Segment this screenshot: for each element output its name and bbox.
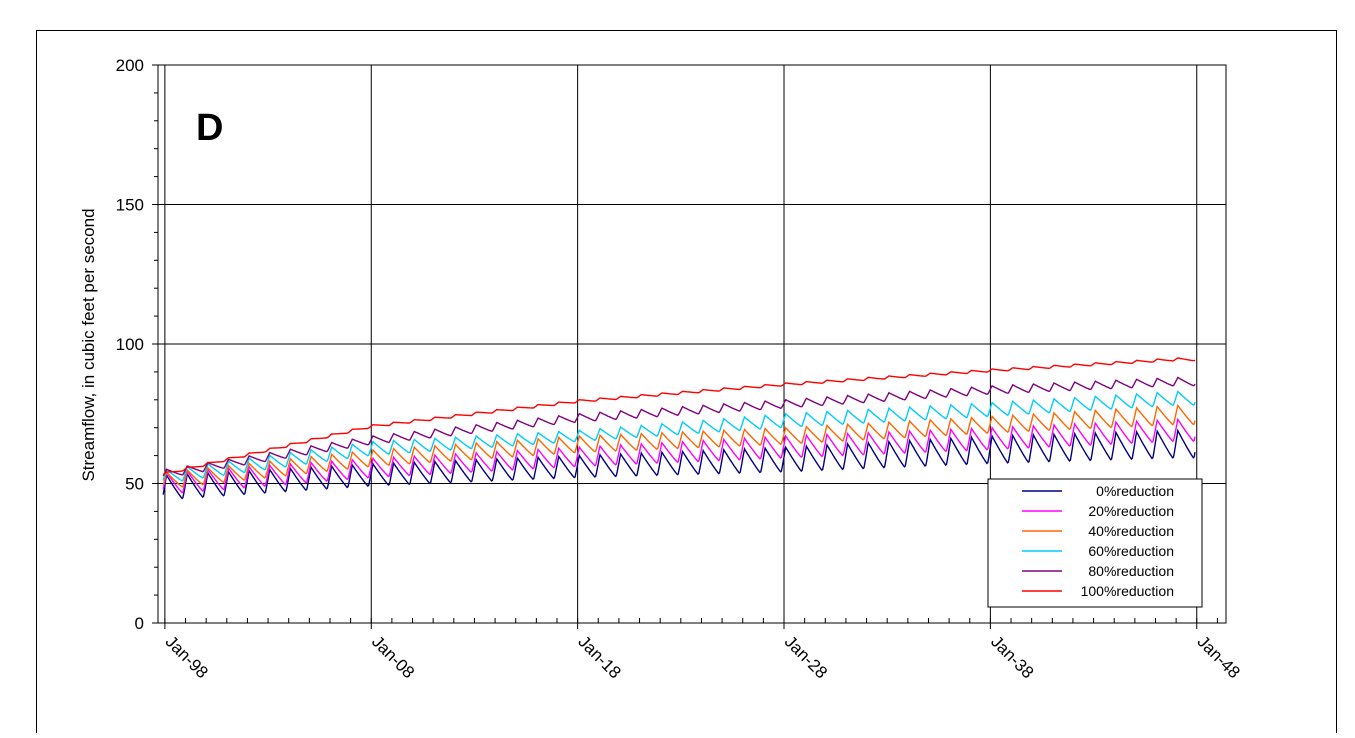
panel-label: D — [196, 107, 223, 149]
legend-box — [987, 478, 1203, 608]
x-tick-label: Jan-48 — [1194, 632, 1244, 682]
x-tick-label: Jan-98 — [162, 632, 212, 682]
y-tick-label: 200 — [116, 56, 144, 75]
legend-label: 60%reduction — [1088, 543, 1174, 559]
x-tick-label: Jan-28 — [781, 632, 831, 682]
y-tick-label: 0 — [135, 614, 144, 633]
legend-label: 100%reduction — [1081, 583, 1174, 599]
series-line-20pct-reduction — [162, 417, 1196, 494]
x-axis: Jan-98 Jan-08 Jan-18 Jan-28 Jan-38 Jan-48 — [162, 618, 1244, 682]
x-tick-label: Jan-38 — [987, 632, 1037, 682]
y-axis-title: Streamflow, in cubic feet per second — [79, 208, 98, 481]
y-tick-label: 50 — [125, 475, 144, 494]
y-tick-label: 150 — [116, 196, 144, 215]
y-tick-label: 100 — [116, 335, 144, 354]
legend-label: 20%reduction — [1088, 503, 1174, 519]
y-axis: 0 50 100 150 200 — [116, 56, 158, 633]
series-line-40pct-reduction — [162, 403, 1196, 488]
x-tick-label: Jan-18 — [574, 632, 624, 682]
series-line-0pct-reduction — [162, 428, 1196, 500]
figure-border — [36, 30, 1337, 733]
x-tick-label: Jan-08 — [368, 632, 418, 682]
series-lines — [162, 357, 1196, 500]
legend-label: 80%reduction — [1088, 563, 1174, 579]
series-line-80pct-reduction — [162, 376, 1196, 477]
legend-label: 40%reduction — [1088, 523, 1174, 539]
series-line-100pct-reduction — [162, 357, 1196, 476]
legend-label: 0%reduction — [1096, 483, 1174, 499]
series-line-60pct-reduction — [162, 390, 1196, 482]
legend: 0%reduction 20%reduction 40%reduction 60%re… — [987, 478, 1203, 608]
